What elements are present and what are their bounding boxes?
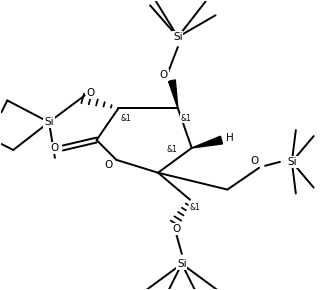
Text: Si: Si <box>44 117 54 127</box>
Text: O: O <box>104 160 113 170</box>
Text: Si: Si <box>177 259 187 269</box>
Text: O: O <box>250 156 258 166</box>
Polygon shape <box>192 136 223 148</box>
Text: O: O <box>51 143 59 153</box>
Text: Si: Si <box>173 32 183 42</box>
Text: &1: &1 <box>166 146 177 155</box>
Text: &1: &1 <box>180 114 191 123</box>
Text: O: O <box>87 88 95 99</box>
Text: &1: &1 <box>189 203 200 212</box>
Text: Si: Si <box>287 157 297 167</box>
Polygon shape <box>168 80 178 108</box>
Text: O: O <box>173 224 181 234</box>
Text: H: H <box>225 133 233 143</box>
Text: O: O <box>160 70 168 80</box>
Text: &1: &1 <box>121 114 132 123</box>
